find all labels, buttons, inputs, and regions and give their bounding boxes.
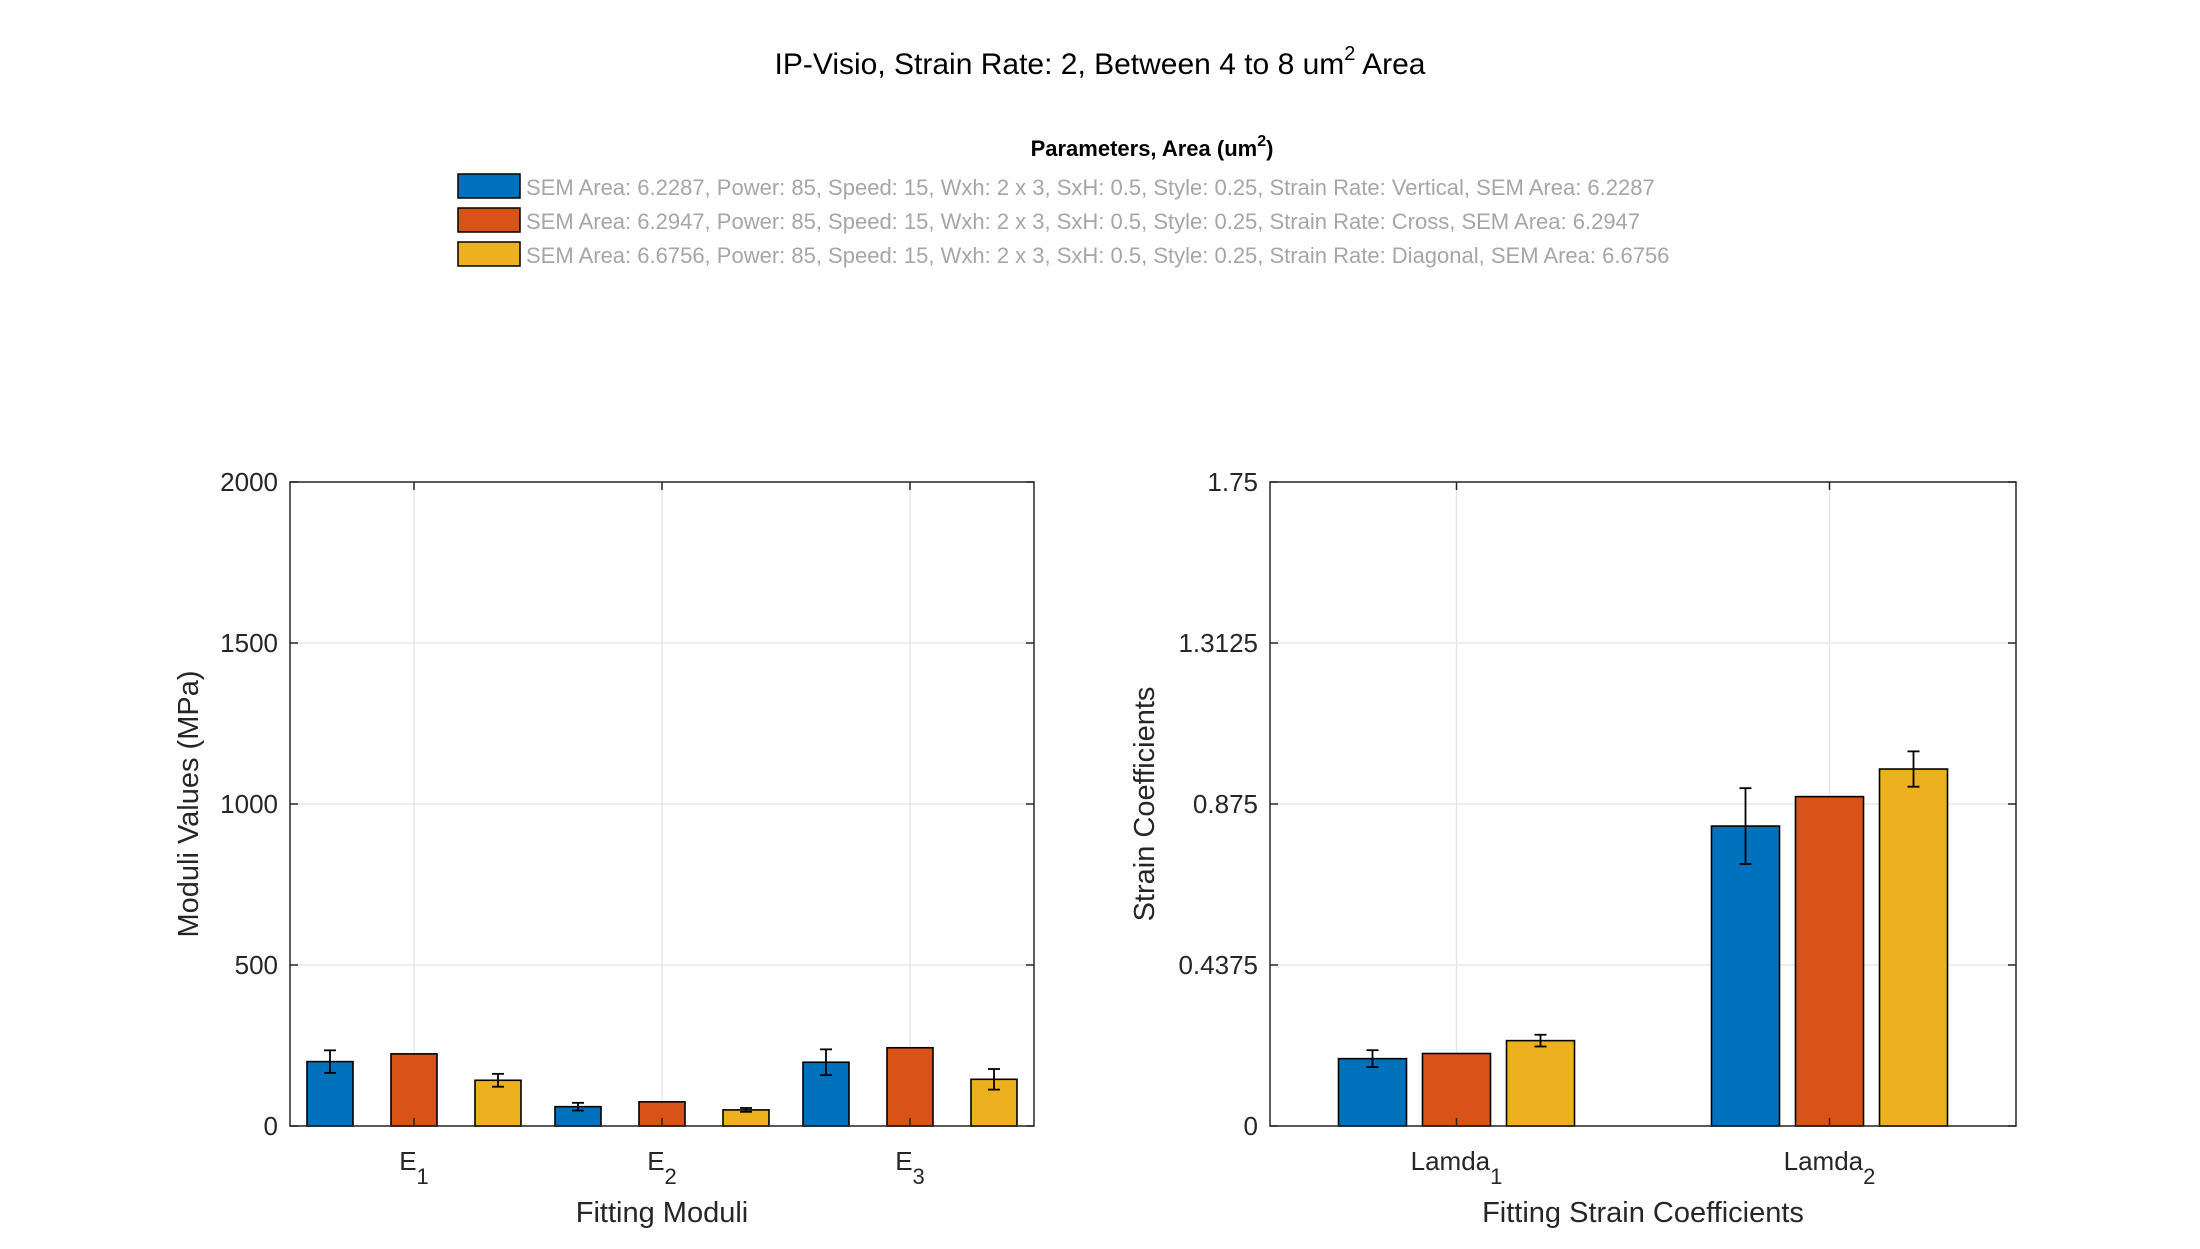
strain-bar-s2-c2: [1794, 795, 1865, 1127]
strain-bar-s1-c2: [1710, 825, 1781, 1127]
strain-y-label: Strain Coefficients: [1129, 687, 1161, 922]
moduli-x-tick-label: E3: [895, 1146, 925, 1189]
moduli-errorbar-s1-c3: [820, 1048, 832, 1077]
strain-errorbar-s3-c1: [1534, 1033, 1547, 1048]
moduli-y-tick-label: 1000: [220, 789, 278, 819]
moduli-y-tick-label: 1500: [220, 628, 278, 658]
moduli-chart: 0 500 1000 1500 2000 E1 E2 E3 Fitting Moduli Mo…: [173, 467, 1035, 1229]
strain-y-tick-label: 0.875: [1193, 789, 1258, 819]
legend-swatch-3: [457, 241, 521, 267]
strain-bar-s3-c2: [1878, 768, 1949, 1127]
moduli-y-tick-label: 2000: [220, 467, 278, 497]
moduli-bars: [306, 1046, 1018, 1127]
moduli-y-tick-label: 500: [235, 950, 278, 980]
strain-bar-s1-c1: [1337, 1057, 1408, 1127]
figure-title: IP-Visio, Strain Rate: 2, Between 4 to 8…: [775, 43, 1426, 81]
moduli-errorbar-s3-c2: [740, 1107, 752, 1113]
moduli-bar-s1-c3: [802, 1061, 850, 1127]
moduli-x-tick-label: E2: [647, 1146, 677, 1189]
strain-y-tick-label: 1.3125: [1178, 628, 1258, 658]
moduli-y-tick-label: 0: [264, 1111, 278, 1141]
strain-bar-s2-c1: [1421, 1052, 1492, 1127]
legend-swatch-1: [457, 173, 521, 199]
moduli-x-tick-label: E1: [399, 1146, 429, 1189]
strain-ticks: 0 0.4375 0.875 1.3125 1.75 Lamda1 Lamda2: [1178, 467, 2016, 1189]
strain-bar-s3-c1: [1505, 1039, 1576, 1127]
moduli-y-label: Moduli Values (MPa): [173, 670, 205, 937]
moduli-errorbar-s1-c2: [572, 1101, 584, 1112]
strain-x-tick-label: Lamda1: [1411, 1146, 1503, 1189]
strain-y-tick-label: 0: [1244, 1111, 1258, 1141]
strain-chart: 0 0.4375 0.875 1.3125 1.75 Lamda1 Lamda2 Fitti…: [1129, 467, 2017, 1229]
strain-x-tick-label: Lamda2: [1784, 1146, 1876, 1189]
strain-x-label: Fitting Strain Coefficients: [1482, 1197, 1804, 1229]
legend-title: Parameters, Area (um2): [1031, 133, 1274, 161]
strain-y-tick-label: 0.4375: [1178, 950, 1258, 980]
moduli-errorbar-s1-c1: [324, 1049, 336, 1074]
moduli-errorbar-s3-c1: [492, 1072, 504, 1088]
moduli-grid: [290, 481, 1034, 1127]
legend-label-1: SEM Area: 6.2287, Power: 85, Speed: 15, …: [526, 175, 1655, 200]
moduli-bar-s2-c1: [390, 1053, 438, 1127]
legend: Parameters, Area (um2) SEM Area: 6.2287,…: [457, 133, 1669, 268]
strain-bars: [1337, 750, 1949, 1127]
strain-y-tick-label: 1.75: [1207, 467, 1258, 497]
legend-label-2: SEM Area: 6.2947, Power: 85, Speed: 15, …: [526, 209, 1640, 234]
moduli-x-label: Fitting Moduli: [576, 1197, 748, 1229]
legend-label-3: SEM Area: 6.6756, Power: 85, Speed: 15, …: [526, 243, 1669, 268]
moduli-errorbar-s3-c3: [988, 1068, 1000, 1091]
strain-errorbar-s1-c2: [1739, 787, 1752, 865]
strain-errorbar-s1-c1: [1366, 1049, 1379, 1069]
moduli-bar-s2-c3: [886, 1046, 934, 1127]
strain-errorbar-s3-c2: [1907, 750, 1920, 788]
legend-swatch-2: [457, 207, 521, 233]
moduli-ticks: 0 500 1000 1500 2000 E1 E2 E3: [220, 467, 1034, 1189]
